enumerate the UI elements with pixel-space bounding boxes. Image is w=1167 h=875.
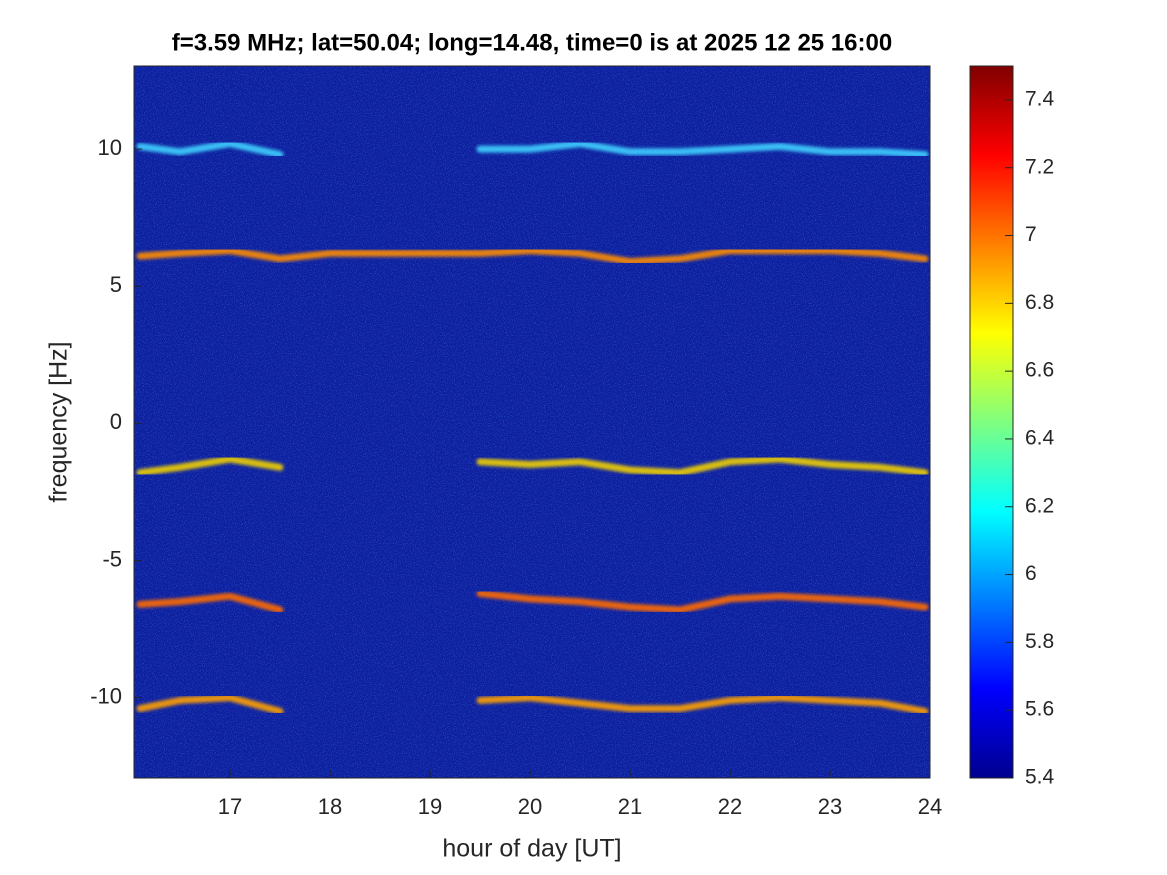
y-axis-label: frequency [Hz] xyxy=(45,341,73,502)
colorbar-tick-label: 6.2 xyxy=(1025,494,1054,517)
trace xyxy=(136,589,929,614)
colorbar-tick-label: 6.4 xyxy=(1025,426,1055,449)
colorbar-tick-label: 6.6 xyxy=(1025,359,1054,382)
colorbar xyxy=(969,65,1014,779)
colorbar-tick-label: 7.2 xyxy=(1025,155,1054,178)
colorbar-tick-label: 5.8 xyxy=(1025,630,1054,653)
trace xyxy=(136,247,929,266)
x-tick-label: 21 xyxy=(618,794,642,819)
y-tick-label: -5 xyxy=(102,546,122,571)
x-tick-label: 20 xyxy=(518,794,542,819)
x-axis-label: hour of day [UT] xyxy=(442,835,621,863)
colorbar-tick-label: 5.4 xyxy=(1025,766,1055,789)
x-tick-label: 18 xyxy=(318,794,342,819)
y-tick-label: 10 xyxy=(98,135,122,160)
background-noise xyxy=(134,66,930,778)
plot-frame xyxy=(133,65,931,779)
trace xyxy=(136,140,929,159)
colorbar-tick-label: 7.4 xyxy=(1025,87,1055,110)
x-tick-label: 23 xyxy=(818,794,842,819)
y-tick-label: 0 xyxy=(110,409,122,434)
x-tick-label: 19 xyxy=(418,794,442,819)
chart-title: f=3.59 MHz; lat=50.04; long=14.48, time=… xyxy=(172,29,892,56)
x-tick-label: 24 xyxy=(918,794,942,819)
trace xyxy=(136,694,929,715)
trace xyxy=(136,455,929,477)
x-tick-label: 22 xyxy=(718,794,742,819)
colorbar-tick-label: 6 xyxy=(1025,562,1037,585)
colorbar-tick-label: 5.6 xyxy=(1025,698,1054,721)
colorbar-tick-label: 7 xyxy=(1025,223,1037,246)
colorbar-tick-label: 6.8 xyxy=(1025,291,1054,314)
y-tick-label: 5 xyxy=(110,272,122,297)
x-tick-label: 17 xyxy=(218,794,242,819)
y-tick-label: -10 xyxy=(90,683,122,708)
